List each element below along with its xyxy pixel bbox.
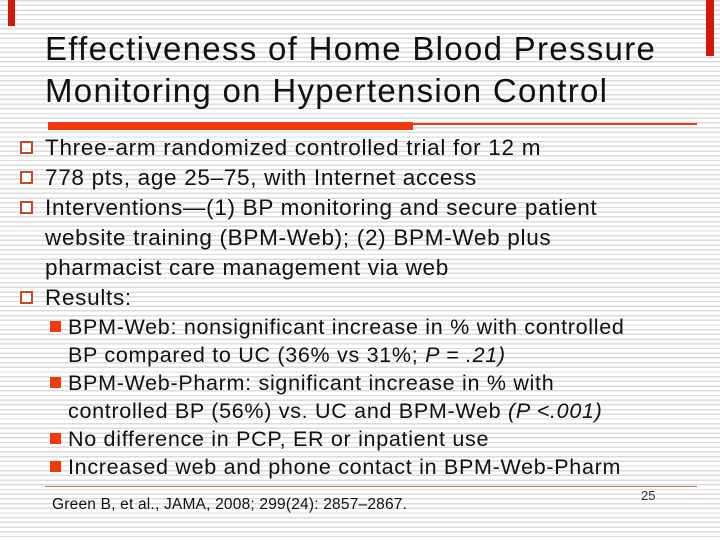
text-segment: 778 pts, age 25–75, with Internet access (45, 165, 478, 190)
bullet-text-line: controlled BP (56%) vs. UC and BPM-Web (… (68, 397, 720, 425)
sub-bullet-item: BPM-Web: nonsignificant increase in % wi… (0, 313, 720, 369)
bullet-text: BPM-Web-Pharm: significant increase in %… (68, 369, 720, 425)
text-segment: No difference in PCP, ER or inpatient us… (68, 427, 490, 451)
bullet-item: Three-arm randomized controlled trial fo… (0, 133, 720, 163)
sub-bullet-item: Increased web and phone contact in BPM-W… (0, 453, 720, 481)
bullet-text: No difference in PCP, ER or inpatient us… (68, 425, 720, 453)
text-segment: website training (BPM-Web); (2) BPM-Web … (45, 225, 552, 250)
italic-text-segment: (P <.001) (507, 399, 603, 423)
bullet-text-line: pharmacist care management via web (45, 253, 720, 283)
square-outline-bullet-icon (20, 171, 33, 184)
bullet-text: Increased web and phone contact in BPM-W… (68, 453, 720, 481)
bullet-text-line: BPM-Web-Pharm: significant increase in %… (68, 369, 720, 397)
bullet-text: Results: (45, 283, 720, 313)
title-underline-thin (413, 123, 697, 125)
bullet-text-line: No difference in PCP, ER or inpatient us… (68, 425, 720, 453)
slide-title: Effectiveness of Home Blood Pressure Mon… (45, 28, 713, 112)
bullet-item: 778 pts, age 25–75, with Internet access (0, 163, 720, 193)
bullet-text-line: Results: (45, 283, 720, 313)
bullet-text-line: Three-arm randomized controlled trial fo… (45, 133, 720, 163)
text-segment: BP compared to UC (36% vs 31%; (68, 343, 426, 367)
text-segment: BPM-Web-Pharm: significant increase in %… (68, 371, 555, 395)
text-segment: Interventions—(1) BP monitoring and secu… (45, 195, 598, 220)
square-outline-bullet-icon (20, 141, 33, 154)
bullet-text-line: BPM-Web: nonsignificant increase in % wi… (68, 313, 720, 341)
corner-accent-bar-right (706, 0, 714, 56)
title-underline-thick (48, 122, 413, 130)
footer-divider (45, 486, 697, 487)
text-segment: BPM-Web: nonsignificant increase in % wi… (68, 315, 625, 339)
text-segment: Three-arm randomized controlled trial fo… (45, 135, 542, 160)
bullet-text-line: Increased web and phone contact in BPM-W… (68, 453, 720, 481)
sub-bullet-item: BPM-Web-Pharm: significant increase in %… (0, 369, 720, 425)
filled-square-bullet-icon (50, 377, 61, 388)
bullet-list: Three-arm randomized controlled trial fo… (0, 133, 720, 481)
bullet-item: Results: (0, 283, 720, 313)
bullet-text: Interventions—(1) BP monitoring and secu… (45, 193, 720, 283)
filled-square-bullet-icon (50, 433, 61, 444)
italic-text-segment: P = .21) (425, 343, 506, 367)
square-outline-bullet-icon (20, 291, 33, 304)
bullet-text-line: website training (BPM-Web); (2) BPM-Web … (45, 223, 720, 253)
page-number: 25 (641, 488, 656, 503)
corner-accent-bar-left (8, 0, 15, 26)
text-segment: controlled BP (56%) vs. UC and BPM-Web (68, 399, 508, 423)
sub-bullet-item: No difference in PCP, ER or inpatient us… (0, 425, 720, 453)
filled-square-bullet-icon (50, 321, 61, 332)
bullet-text: 778 pts, age 25–75, with Internet access (45, 163, 720, 193)
slide-title-line-2: Monitoring on Hypertension Control (45, 72, 609, 109)
footer-citation: Green B, et al., JAMA, 2008; 299(24): 28… (52, 496, 408, 513)
bullet-text-line: BP compared to UC (36% vs 31%; P = .21) (68, 341, 720, 369)
bullet-text: BPM-Web: nonsignificant increase in % wi… (68, 313, 720, 369)
square-outline-bullet-icon (20, 201, 33, 214)
bullet-item: Interventions—(1) BP monitoring and secu… (0, 193, 720, 283)
bullet-text-line: Interventions—(1) BP monitoring and secu… (45, 193, 720, 223)
bullet-text: Three-arm randomized controlled trial fo… (45, 133, 720, 163)
text-segment: Increased web and phone contact in BPM-W… (68, 455, 622, 479)
text-segment: Results: (45, 285, 132, 310)
slide-title-line-1: Effectiveness of Home Blood Pressure (45, 30, 657, 67)
bullet-text-line: 778 pts, age 25–75, with Internet access (45, 163, 720, 193)
filled-square-bullet-icon (50, 461, 61, 472)
text-segment: pharmacist care management via web (45, 255, 449, 280)
